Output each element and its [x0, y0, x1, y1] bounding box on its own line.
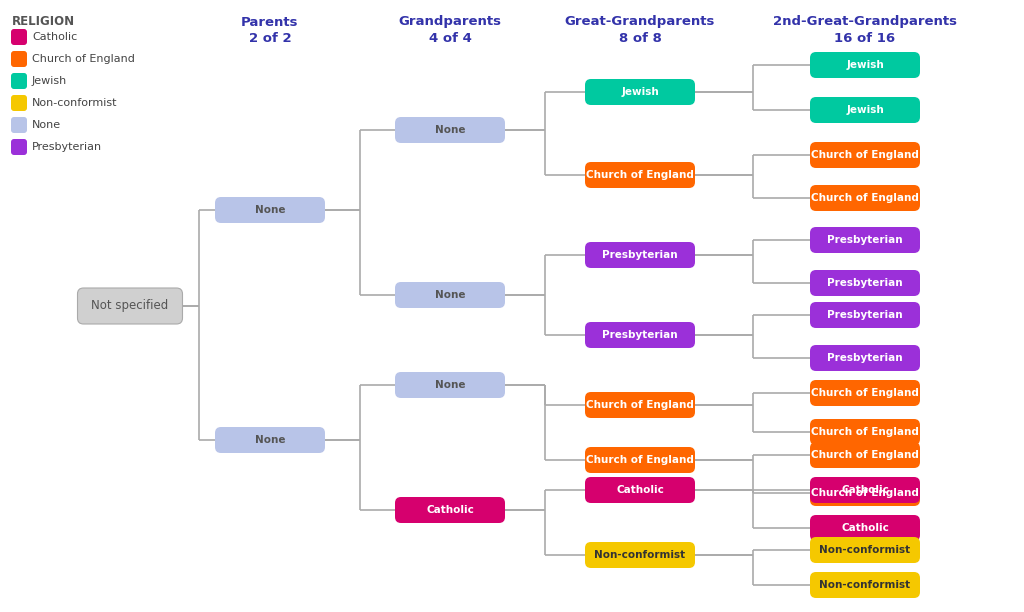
Text: Presbyterian: Presbyterian	[32, 142, 102, 152]
FancyBboxPatch shape	[810, 142, 920, 168]
Text: Church of England: Church of England	[811, 450, 919, 460]
Text: 16 of 16: 16 of 16	[835, 31, 896, 45]
FancyBboxPatch shape	[810, 380, 920, 406]
Text: Jewish: Jewish	[622, 87, 658, 97]
FancyBboxPatch shape	[395, 282, 505, 308]
Text: Presbyterian: Presbyterian	[827, 235, 903, 245]
Text: Great-Grandparents: Great-Grandparents	[565, 15, 715, 29]
Text: Presbyterian: Presbyterian	[827, 278, 903, 288]
FancyBboxPatch shape	[395, 497, 505, 523]
FancyBboxPatch shape	[810, 270, 920, 296]
Text: None: None	[255, 205, 286, 215]
FancyBboxPatch shape	[810, 442, 920, 468]
Text: Presbyterian: Presbyterian	[602, 330, 678, 340]
FancyBboxPatch shape	[11, 73, 27, 89]
FancyBboxPatch shape	[215, 427, 325, 453]
FancyBboxPatch shape	[810, 97, 920, 123]
Text: Catholic: Catholic	[841, 523, 889, 533]
FancyBboxPatch shape	[810, 572, 920, 598]
FancyBboxPatch shape	[11, 51, 27, 67]
Text: Presbyterian: Presbyterian	[602, 250, 678, 260]
Text: Church of England: Church of England	[811, 488, 919, 498]
FancyBboxPatch shape	[11, 29, 27, 45]
Text: Not specified: Not specified	[91, 299, 169, 313]
Text: Church of England: Church of England	[811, 427, 919, 437]
FancyBboxPatch shape	[11, 117, 27, 133]
Text: Church of England: Church of England	[811, 150, 919, 160]
Text: 2nd-Great-Grandparents: 2nd-Great-Grandparents	[773, 15, 957, 29]
FancyBboxPatch shape	[810, 227, 920, 253]
FancyBboxPatch shape	[78, 288, 182, 324]
FancyBboxPatch shape	[585, 162, 695, 188]
Text: 2 of 2: 2 of 2	[249, 31, 291, 45]
FancyBboxPatch shape	[585, 322, 695, 348]
Text: RELIGION: RELIGION	[12, 15, 75, 28]
FancyBboxPatch shape	[810, 52, 920, 78]
FancyBboxPatch shape	[585, 79, 695, 105]
Text: Church of England: Church of England	[811, 388, 919, 398]
Text: None: None	[435, 125, 465, 135]
FancyBboxPatch shape	[585, 242, 695, 268]
FancyBboxPatch shape	[585, 392, 695, 418]
FancyBboxPatch shape	[810, 480, 920, 506]
Text: Presbyterian: Presbyterian	[827, 353, 903, 363]
Text: Jewish: Jewish	[846, 105, 884, 115]
Text: None: None	[255, 435, 286, 445]
FancyBboxPatch shape	[810, 185, 920, 211]
Text: Church of England: Church of England	[32, 54, 135, 64]
Text: Non-conformist: Non-conformist	[819, 545, 910, 555]
Text: Non-conformist: Non-conformist	[595, 550, 685, 560]
Text: 8 of 8: 8 of 8	[618, 31, 662, 45]
FancyBboxPatch shape	[810, 477, 920, 503]
Text: None: None	[435, 380, 465, 390]
Text: Presbyterian: Presbyterian	[827, 310, 903, 320]
Text: Catholic: Catholic	[32, 32, 77, 42]
FancyBboxPatch shape	[585, 477, 695, 503]
FancyBboxPatch shape	[11, 139, 27, 155]
Text: Jewish: Jewish	[32, 76, 68, 86]
FancyBboxPatch shape	[11, 95, 27, 111]
FancyBboxPatch shape	[395, 372, 505, 398]
Text: Non-conformist: Non-conformist	[819, 580, 910, 590]
Text: Catholic: Catholic	[426, 505, 474, 515]
Text: Church of England: Church of England	[586, 455, 694, 465]
Text: None: None	[435, 290, 465, 300]
FancyBboxPatch shape	[585, 542, 695, 568]
FancyBboxPatch shape	[585, 447, 695, 473]
Text: Church of England: Church of England	[586, 400, 694, 410]
Text: Parents: Parents	[242, 15, 299, 29]
Text: None: None	[32, 120, 61, 130]
Text: Catholic: Catholic	[841, 485, 889, 495]
Text: 4 of 4: 4 of 4	[429, 31, 471, 45]
FancyBboxPatch shape	[810, 537, 920, 563]
FancyBboxPatch shape	[810, 345, 920, 371]
FancyBboxPatch shape	[395, 117, 505, 143]
FancyBboxPatch shape	[810, 515, 920, 541]
FancyBboxPatch shape	[810, 419, 920, 445]
Text: Non-conformist: Non-conformist	[32, 98, 118, 108]
Text: Church of England: Church of England	[586, 170, 694, 180]
Text: Grandparents: Grandparents	[398, 15, 502, 29]
FancyBboxPatch shape	[215, 197, 325, 223]
Text: Church of England: Church of England	[811, 193, 919, 203]
Text: Jewish: Jewish	[846, 60, 884, 70]
Text: Catholic: Catholic	[616, 485, 664, 495]
FancyBboxPatch shape	[810, 302, 920, 328]
